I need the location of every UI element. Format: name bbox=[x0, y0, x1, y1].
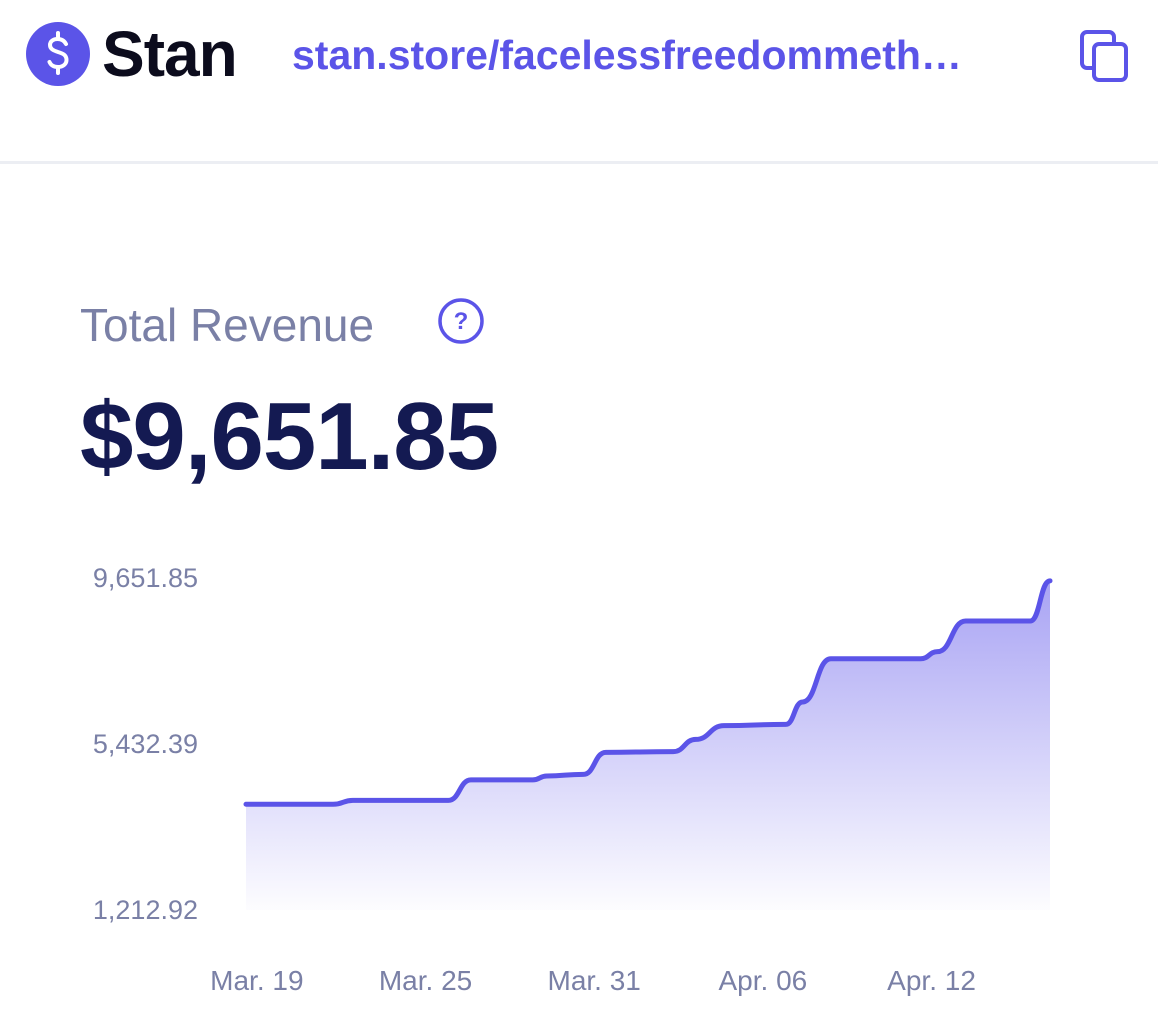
dollar-icon bbox=[26, 22, 90, 86]
x-tick-label: Mar. 25 bbox=[379, 965, 472, 996]
revenue-chart: 9,651.85 5,432.39 1,212.92 Mar. 19 Mar. 25 M… bbox=[93, 563, 1053, 996]
y-tick-label: 9,651.85 bbox=[93, 563, 198, 593]
x-tick-label: Apr. 12 bbox=[887, 965, 976, 996]
total-revenue-value: $9,651.85 bbox=[80, 383, 499, 490]
x-tick-label: Mar. 31 bbox=[548, 965, 641, 996]
x-tick-label: Apr. 06 bbox=[719, 965, 808, 996]
total-revenue-label: Total Revenue bbox=[80, 299, 375, 351]
svg-text:?: ? bbox=[454, 308, 469, 335]
y-tick-label: 5,432.39 bbox=[93, 729, 198, 759]
question-mark-icon[interactable]: ? bbox=[436, 296, 486, 346]
header: Stan stan.store/facelessfreedommeth… bbox=[0, 0, 1158, 164]
revenue-line bbox=[243, 578, 1053, 807]
copy-icon[interactable] bbox=[1076, 28, 1132, 84]
x-tick-label: Mar. 19 bbox=[210, 965, 303, 996]
app-name: Stan bbox=[102, 18, 238, 90]
store-url-link[interactable]: stan.store/facelessfreedommeth… bbox=[292, 32, 962, 78]
revenue-area bbox=[246, 580, 1050, 910]
y-tick-label: 1,212.92 bbox=[93, 895, 198, 925]
